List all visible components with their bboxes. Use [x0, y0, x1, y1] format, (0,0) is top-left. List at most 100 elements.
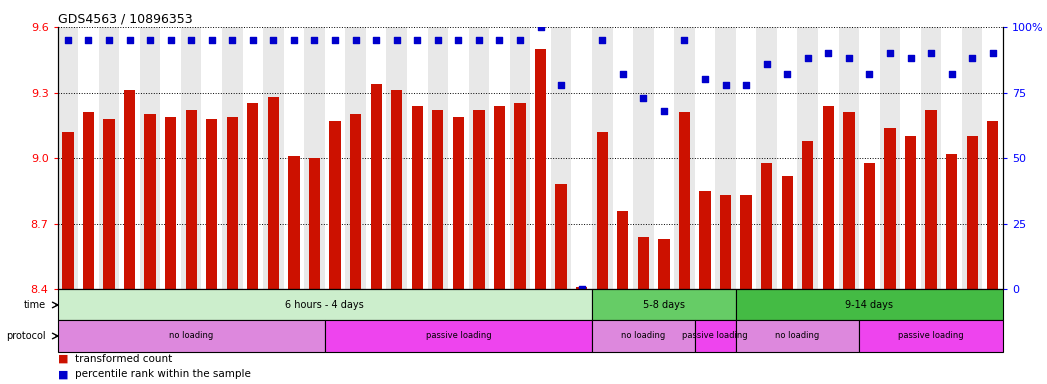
- Bar: [987, 121, 999, 290]
- Bar: [592, 321, 695, 351]
- Bar: [365, 27, 386, 290]
- Point: [491, 37, 508, 43]
- Text: no loading: no loading: [621, 331, 666, 341]
- Bar: [860, 27, 879, 290]
- Point: [409, 37, 426, 43]
- Bar: [104, 119, 114, 290]
- Bar: [473, 110, 485, 290]
- Point: [80, 37, 96, 43]
- Point: [244, 37, 261, 43]
- Point: [60, 37, 76, 43]
- Bar: [98, 27, 119, 290]
- Bar: [740, 195, 752, 290]
- Bar: [185, 110, 197, 290]
- Point: [655, 108, 672, 114]
- Point: [882, 50, 898, 56]
- Bar: [58, 290, 592, 321]
- Bar: [140, 27, 160, 290]
- Point: [964, 55, 981, 61]
- Bar: [514, 103, 526, 290]
- Point: [327, 37, 343, 43]
- Bar: [58, 321, 325, 351]
- Bar: [330, 121, 340, 290]
- Point: [348, 37, 364, 43]
- Point: [820, 50, 837, 56]
- Bar: [309, 158, 320, 290]
- Bar: [885, 127, 895, 290]
- Point: [800, 55, 817, 61]
- Bar: [119, 27, 140, 290]
- Bar: [494, 106, 505, 290]
- Point: [141, 37, 158, 43]
- Text: ■: ■: [58, 369, 68, 379]
- Bar: [818, 27, 839, 290]
- Point: [738, 81, 755, 88]
- Text: passive loading: passive loading: [898, 331, 964, 341]
- Bar: [386, 27, 407, 290]
- Bar: [510, 27, 531, 290]
- Bar: [695, 321, 736, 351]
- Bar: [551, 27, 572, 290]
- Text: 5-8 days: 5-8 days: [643, 300, 685, 310]
- Bar: [736, 321, 860, 351]
- Bar: [206, 119, 218, 290]
- Bar: [715, 27, 736, 290]
- Bar: [781, 175, 793, 290]
- Point: [574, 286, 591, 293]
- Bar: [181, 27, 201, 290]
- Bar: [432, 110, 444, 290]
- Bar: [864, 162, 875, 290]
- Bar: [226, 117, 238, 290]
- Point: [470, 37, 487, 43]
- Bar: [633, 27, 653, 290]
- Bar: [346, 27, 365, 290]
- Bar: [920, 27, 941, 290]
- Bar: [58, 27, 79, 290]
- Point: [696, 76, 713, 83]
- Point: [183, 37, 200, 43]
- Point: [984, 50, 1001, 56]
- Point: [943, 71, 960, 77]
- Bar: [798, 27, 818, 290]
- Bar: [284, 27, 305, 290]
- Bar: [638, 237, 649, 290]
- Point: [388, 37, 405, 43]
- Bar: [427, 27, 448, 290]
- Bar: [407, 27, 427, 290]
- Bar: [222, 27, 243, 290]
- Point: [634, 95, 651, 101]
- Bar: [653, 27, 674, 290]
- Bar: [79, 27, 98, 290]
- Bar: [860, 321, 1003, 351]
- Bar: [411, 106, 423, 290]
- Bar: [201, 27, 222, 290]
- Bar: [535, 49, 547, 290]
- Bar: [678, 112, 690, 290]
- Bar: [592, 290, 736, 321]
- Point: [676, 37, 693, 43]
- Bar: [659, 239, 669, 290]
- Bar: [530, 27, 551, 290]
- Bar: [946, 154, 957, 290]
- Bar: [83, 112, 94, 290]
- Bar: [268, 97, 280, 290]
- Bar: [325, 321, 592, 351]
- Point: [779, 71, 796, 77]
- Point: [922, 50, 939, 56]
- Bar: [879, 27, 900, 290]
- Bar: [761, 162, 773, 290]
- Bar: [165, 117, 176, 290]
- Point: [265, 37, 282, 43]
- Bar: [144, 114, 156, 290]
- Text: time: time: [24, 300, 46, 310]
- Bar: [556, 184, 566, 290]
- Bar: [802, 141, 814, 290]
- Text: passive loading: passive loading: [683, 331, 749, 341]
- Text: GDS4563 / 10896353: GDS4563 / 10896353: [58, 13, 193, 26]
- Bar: [736, 27, 756, 290]
- Point: [367, 37, 384, 43]
- Bar: [392, 90, 402, 290]
- Bar: [592, 27, 612, 290]
- Point: [903, 55, 919, 61]
- Point: [224, 37, 241, 43]
